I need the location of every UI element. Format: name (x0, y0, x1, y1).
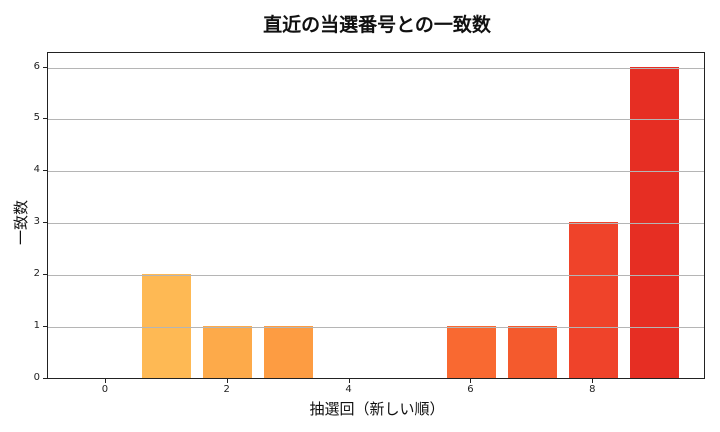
x-tick-mark (348, 379, 350, 383)
x-tick-label: 2 (223, 384, 230, 395)
y-tick-label: 1 (33, 320, 40, 332)
bar-9 (629, 66, 679, 378)
y-tick-mark (43, 66, 47, 68)
y-tick-mark (43, 378, 47, 379)
x-tick-mark (592, 379, 594, 383)
gridline-y-1 (48, 327, 704, 329)
y-tick-label: 6 (33, 60, 40, 72)
plot-area (47, 52, 705, 379)
gridline-y-6 (48, 67, 704, 69)
y-tick-label: 0 (33, 372, 40, 383)
bar-6 (447, 326, 496, 378)
y-tick-label: 5 (33, 112, 40, 124)
y-tick-mark (43, 118, 47, 120)
x-tick-label: 0 (101, 384, 109, 395)
chart-title: 直近の当選番号との一致数 (263, 14, 491, 36)
x-tick-mark (226, 379, 228, 383)
x-axis-label: 抽選回（新しい順） (309, 400, 445, 418)
gridline-y-5 (48, 119, 704, 121)
y-tick-label: 3 (33, 216, 40, 228)
bar-1 (142, 274, 192, 378)
y-tick-label: 4 (33, 164, 40, 176)
y-tick-mark (43, 326, 47, 328)
x-tick-label: 4 (345, 384, 352, 395)
x-tick-label: 6 (467, 384, 474, 395)
x-tick-mark (470, 379, 472, 383)
y-tick-mark (43, 222, 47, 224)
bar-8 (568, 222, 618, 378)
gridline-y-2 (48, 275, 704, 277)
x-tick-label: 8 (589, 384, 596, 395)
bar-3 (264, 326, 314, 378)
y-tick-mark (43, 170, 47, 172)
bar-2 (203, 326, 253, 378)
bar-7 (507, 326, 557, 378)
x-tick-mark (104, 379, 106, 383)
y-tick-label: 2 (33, 268, 40, 280)
y-tick-mark (43, 274, 47, 276)
gridline-y-4 (48, 171, 704, 173)
gridline-y-3 (48, 223, 704, 225)
y-axis-label: 一致数 (12, 199, 30, 245)
